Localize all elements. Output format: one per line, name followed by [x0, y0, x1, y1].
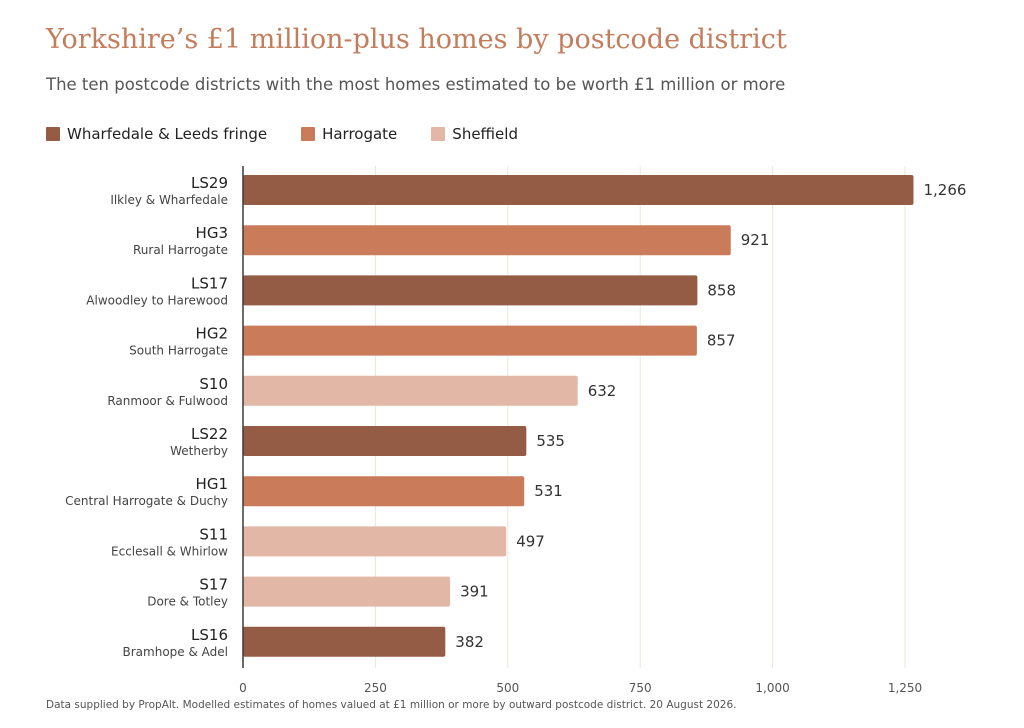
x-tick-label-1250: 1,250 [888, 681, 922, 695]
bar-hg2 [243, 325, 697, 356]
category-name-ls17: Alwoodley to Harewood [86, 293, 228, 307]
legend-swatch-sheffield [431, 127, 446, 141]
x-tick-label-750: 750 [629, 681, 652, 695]
x-tick-label-0: 0 [239, 681, 247, 695]
legend-item-sheffield: Sheffield [431, 125, 518, 143]
bar-ls16 [243, 626, 446, 657]
chart-footnote: Data supplied by PropAlt. Modelled estim… [46, 699, 737, 711]
category-code-ls17: LS17 [191, 274, 228, 292]
bar-hg3 [243, 225, 731, 256]
category-code-s10: S10 [199, 375, 228, 393]
chart-subtitle: The ten postcode districts with the most… [46, 75, 786, 94]
category-code-ls22: LS22 [191, 425, 228, 443]
x-tick-label-1000: 1,000 [755, 681, 789, 695]
category-code-hg1: HG1 [196, 475, 228, 493]
bar-hg1 [243, 476, 525, 507]
bar-ls17 [243, 275, 698, 306]
category-name-hg2: South Harrogate [129, 344, 228, 358]
x-tick-label-250: 250 [364, 681, 387, 695]
category-name-s11: Ecclesall & Whirlow [111, 544, 228, 558]
bar-s11 [243, 526, 507, 557]
value-label-s11: 497 [516, 532, 545, 550]
bar-ls22 [243, 426, 527, 456]
category-code-hg3: HG3 [196, 224, 228, 242]
bar-s17 [243, 576, 451, 607]
category-name-s10: Ranmoor & Fulwood [107, 394, 228, 408]
chart-title: Yorkshire’s £1 million-plus homes by pos… [46, 24, 787, 55]
category-name-s17: Dore & Totley [147, 595, 228, 609]
legend-label-wharfedale: Wharfedale & Leeds fringe [67, 125, 268, 143]
category-name-ls22: Wetherby [170, 444, 228, 458]
category-code-ls16: LS16 [191, 626, 228, 644]
legend-label-harrogate: Harrogate [322, 125, 398, 143]
value-label-ls17: 858 [707, 281, 736, 299]
bar-ls29 [243, 175, 914, 205]
x-tick-label-500: 500 [496, 681, 519, 695]
category-code-s17: S17 [199, 576, 228, 594]
legend-item-harrogate: Harrogate [301, 125, 397, 143]
value-label-s17: 391 [460, 583, 489, 601]
category-name-ls29: Ilkley & Wharfedale [110, 193, 228, 207]
legend-label-sheffield: Sheffield [452, 125, 518, 143]
value-label-hg3: 921 [741, 231, 770, 249]
category-name-hg1: Central Harrogate & Duchy [65, 494, 228, 508]
legend-swatch-wharfedale [46, 127, 60, 141]
value-label-hg1: 531 [534, 482, 563, 500]
category-code-s11: S11 [199, 525, 228, 543]
legend: Wharfedale & Leeds fringe Harrogate Shef… [46, 125, 552, 143]
value-label-hg2: 857 [707, 332, 736, 350]
legend-item-wharfedale: Wharfedale & Leeds fringe [46, 125, 267, 143]
category-name-hg3: Rural Harrogate [133, 243, 228, 257]
value-label-ls29: 1,266 [923, 181, 966, 199]
legend-swatch-harrogate [301, 127, 316, 141]
category-code-hg2: HG2 [196, 325, 228, 343]
value-label-ls16: 382 [455, 633, 484, 651]
value-label-ls22: 535 [536, 432, 565, 450]
category-code-ls29: LS29 [191, 174, 228, 192]
bar-s10 [243, 375, 578, 406]
value-label-s10: 632 [588, 382, 617, 400]
category-name-ls16: Bramhope & Adel [123, 645, 228, 659]
